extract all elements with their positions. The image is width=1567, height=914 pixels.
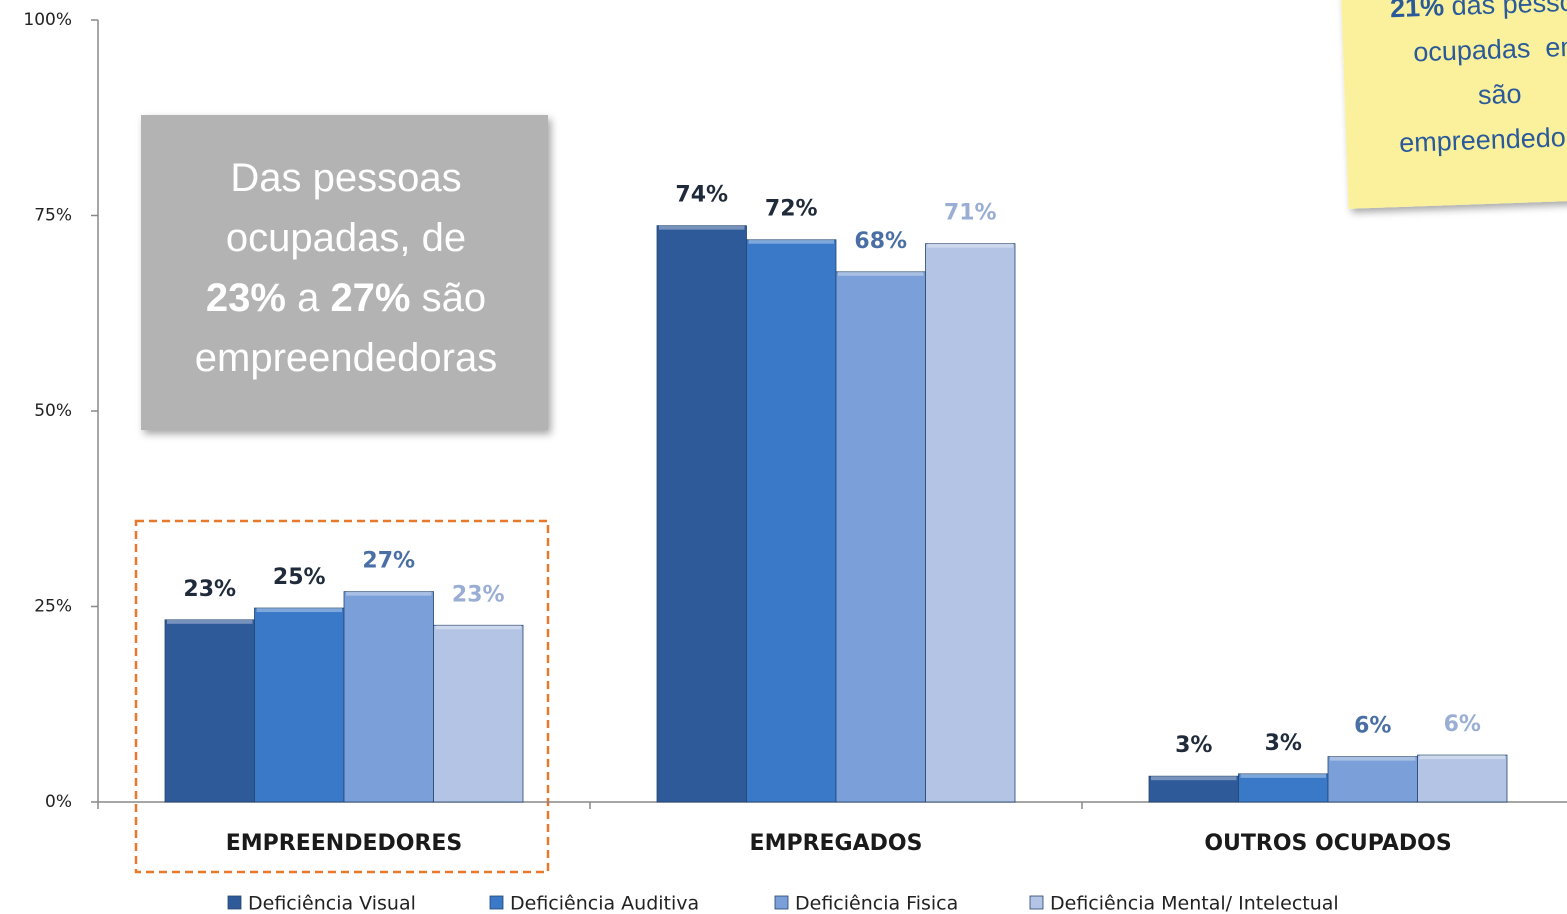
annotation-text: Das pessoas [230,156,461,200]
value-label: 23% [183,577,236,602]
annotation-text-part: 27% [330,276,410,320]
legend-swatch [1029,895,1044,910]
annotation-text-part: a [286,276,330,320]
bar [164,619,255,803]
x-tick-label: OUTROS OCUPADOS [1204,831,1451,856]
bar [746,239,837,803]
note-text-part: são [1477,79,1522,111]
note-text-part: ocupadas em [1413,32,1567,68]
bar [1238,773,1329,803]
legend-swatch [227,895,242,910]
legend-label: Deficiência Visual [248,893,416,914]
note-text: 21% das pessoas [1389,0,1567,23]
bar [925,243,1016,803]
annotation-text: empreendedoras [195,336,497,380]
value-label: 3% [1265,731,1302,756]
bar-highlight [838,271,924,276]
x-tick-label: EMPREENDEDORES [226,831,463,856]
bar [656,225,747,803]
legend-label: Deficiência Fisica [795,893,958,914]
value-label: 68% [854,229,907,254]
bar-highlight [1330,756,1416,761]
y-tick-label: 75% [34,206,72,226]
value-label: 27% [362,549,415,574]
note-text-part: 21% [1389,0,1444,23]
sticky-note-bg [1340,0,1567,209]
bar [433,624,524,803]
bar [835,271,926,803]
x-tick-label: EMPREGADOS [750,831,923,856]
annotation-text: 23% a 27% são [206,276,486,320]
value-label: 25% [273,565,326,590]
bar [1148,775,1239,803]
bar-highlight [1419,755,1505,760]
annotation-text: ocupadas, de [226,216,466,260]
annotation-text-part: empreendedoras [195,336,497,380]
note-text: ocupadas em [1413,32,1567,68]
bar-highlight [167,619,253,624]
value-label: 6% [1354,714,1391,739]
highlight-frame [134,519,550,874]
legend-label: Deficiência Auditiva [510,893,699,914]
annotation-text-part: 23% [206,276,286,320]
value-label: 23% [452,582,505,607]
bar [254,607,345,803]
y-tick-label: 50% [34,401,72,421]
legend-swatch [489,895,504,910]
bar-highlight [748,239,834,244]
bar-highlight [435,625,521,630]
note-text-part: empreendedoras [1399,121,1567,158]
value-label: 71% [944,201,997,226]
bar-highlight [1240,773,1326,778]
bar [1417,754,1508,803]
annotation-text-part: Das pessoas [230,156,461,200]
value-label: 74% [675,183,728,208]
y-tick-label: 25% [34,597,72,617]
annotation-text-part: ocupadas, de [226,216,466,260]
annotation-box [141,115,548,430]
note-text: empreendedoras [1399,121,1567,158]
note-text-part: das pessoas [1443,0,1567,21]
sticky-note: 21% das pessoas ocupadas em são empreendedo… [1340,0,1567,209]
y-tick-label: 100% [23,10,72,30]
legend-swatch [774,895,789,910]
note-text: são [1477,79,1522,111]
annotation-text-part: são [411,276,487,320]
y-tick-label: 0% [45,792,72,812]
bar [343,591,434,803]
bar-highlight [1151,776,1237,781]
bar-highlight [346,591,432,596]
bar-highlight [927,243,1013,248]
value-label: 6% [1444,712,1481,737]
legend-label: Deficiência Mental/ Intelectual [1050,893,1339,914]
value-label: 72% [765,197,818,222]
value-label: 3% [1175,733,1212,758]
bar [1327,756,1418,803]
bar-highlight [659,225,745,230]
bar-highlight [256,608,342,613]
